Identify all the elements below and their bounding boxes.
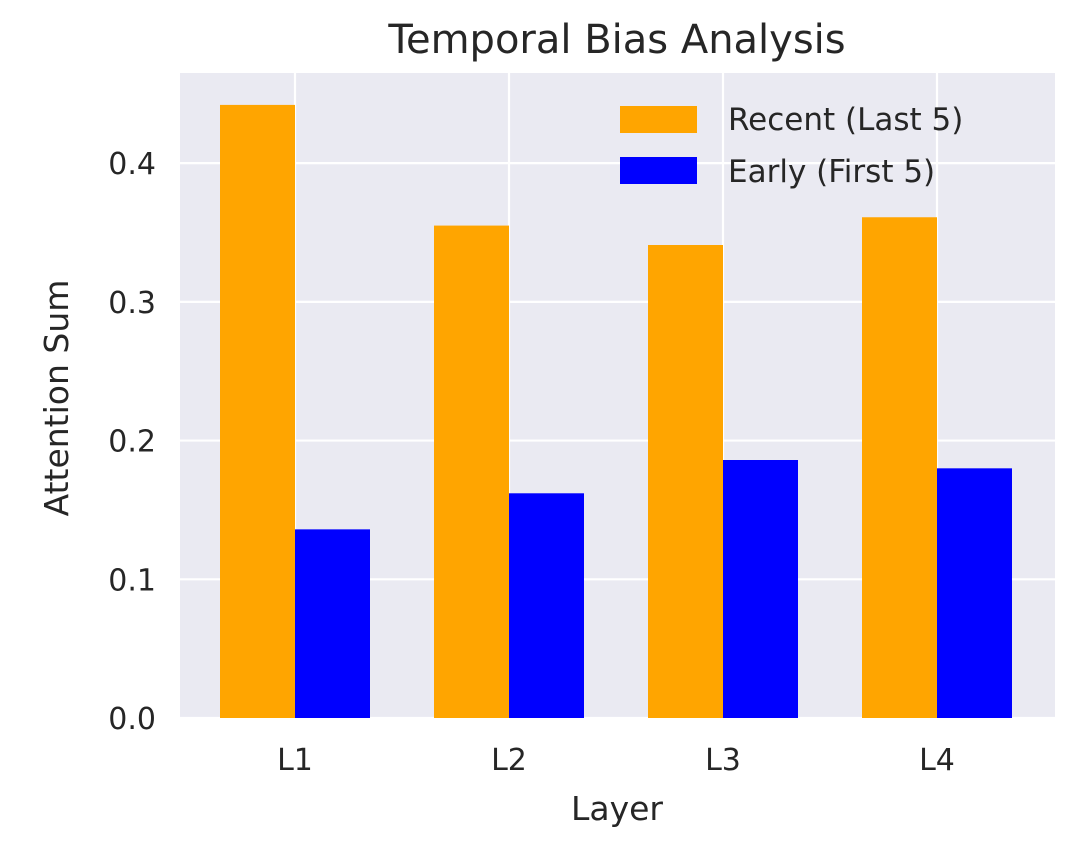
- y-tick-label: 0.0: [108, 702, 156, 737]
- x-axis-ticks: L1 L2 L3 L4: [277, 743, 955, 778]
- bar-early-l1: [295, 529, 370, 718]
- legend-label-recent: Recent (Last 5): [728, 102, 963, 138]
- bar-recent-l4: [862, 217, 937, 719]
- x-tick-label: L1: [277, 743, 313, 778]
- x-tick-label: L2: [491, 743, 527, 778]
- chart-title: Temporal Bias Analysis: [387, 17, 845, 63]
- bar-recent-l2: [434, 225, 509, 719]
- y-tick-label: 0.1: [108, 563, 156, 598]
- x-tick-label: L3: [705, 743, 741, 778]
- bar-recent-l3: [648, 245, 723, 718]
- bar-early-l4: [937, 468, 1012, 718]
- legend: Recent (Last 5) Early (First 5): [620, 102, 963, 190]
- legend-label-early: Early (First 5): [728, 154, 935, 190]
- y-axis-ticks: 0.0 0.1 0.2 0.3 0.4: [108, 147, 156, 737]
- y-tick-label: 0.3: [108, 286, 156, 321]
- bar-early-l2: [509, 493, 584, 718]
- bars: [220, 104, 1012, 719]
- y-tick-label: 0.4: [108, 147, 156, 182]
- x-axis-label: Layer: [571, 789, 663, 828]
- legend-swatch-early: [620, 157, 697, 184]
- y-axis-label: Attention Sum: [37, 280, 76, 517]
- x-tick-label: L4: [919, 743, 955, 778]
- bar-early-l3: [723, 460, 798, 718]
- y-tick-label: 0.2: [108, 425, 156, 460]
- bar-recent-l1: [220, 104, 295, 719]
- legend-swatch-recent: [620, 106, 697, 133]
